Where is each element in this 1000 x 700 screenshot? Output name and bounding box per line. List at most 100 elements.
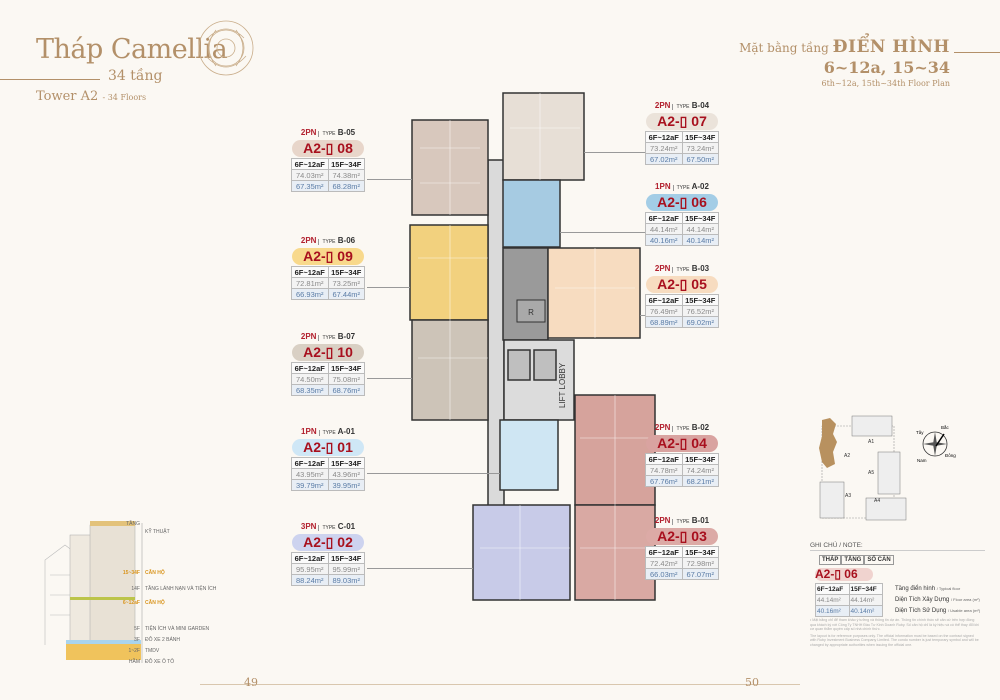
col-header: 6F~12aF (645, 212, 683, 224)
unit-plan-09[interactable] (409, 224, 489, 321)
col-header: 15F~34F (681, 294, 719, 306)
floor-area: 44.14m² (645, 223, 683, 235)
legend-unit-code: A2-▯ 06 (815, 568, 873, 581)
unit-card[interactable]: 3PN TYPE C-01 A2-▯ 02 6F~12aF 15F~34F 95.95m²… (290, 522, 366, 586)
floor-count: 34 tầng (108, 68, 163, 84)
col-header: 6F~12aF (291, 266, 329, 278)
disclaimer-en: The layout is for reference purposes onl… (810, 633, 979, 647)
usable-area: 88.24m² (291, 574, 329, 586)
unit-card[interactable]: 2PN TYPE B-03 A2-▯ 05 6F~12aF 15F~34F 76.49m²… (644, 264, 720, 328)
legend-usable-area: 40.14m² (848, 605, 883, 617)
unit-code: A2-▯ 01 (292, 439, 364, 456)
unit-plan-01[interactable] (499, 419, 559, 491)
usable-area: 39.79m² (291, 479, 329, 491)
unit-header: 2PN TYPE B-07 (290, 332, 366, 343)
unit-area-table: 6F~12aF 15F~34F 74.03m² 74.38m² 67.35m² 68.28… (291, 158, 365, 192)
tower-label: Tower A2 - 34 Floors (36, 89, 146, 105)
building-section-illustration (44, 521, 143, 663)
unit-area-table: 6F~12aF 15F~34F 72.42m² 72.98m² 66.03m² 67.07… (645, 546, 719, 580)
legend-label-typical: Tầng điển hình / Typical floor (895, 585, 960, 593)
unit-plan-02[interactable] (472, 504, 571, 601)
legend-usable-area: 40.16m² (815, 605, 850, 617)
unit-card[interactable]: 2PN TYPE B-05 A2-▯ 08 6F~12aF 15F~34F 74.03m²… (290, 128, 366, 192)
type-label: TYPE (318, 430, 336, 436)
unit-plan-06[interactable] (502, 179, 561, 248)
floor-area: 74.38m² (327, 169, 365, 181)
plan-heading-prefix: Mặt bằng tầng (739, 41, 829, 55)
page-number-left: 49 (244, 676, 258, 689)
floor-area: 74.50m² (291, 373, 329, 385)
unit-area-table: 6F~12aF 15F~34F 73.24m² 73.24m² 67.02m² 67.50… (645, 131, 719, 165)
col-header: 15F~34F (327, 158, 365, 170)
col-header: 15F~34F (327, 362, 365, 374)
section-floor-label: TẦNG (126, 521, 140, 527)
section-floor-label: 15~34F (122, 570, 140, 576)
room-r-label: R (528, 308, 534, 317)
floor-area: 75.08m² (327, 373, 365, 385)
key-tower-a5: A5 (868, 470, 874, 476)
compass-north: Bắc (941, 424, 950, 430)
unit-header: 2PN TYPE B-03 (644, 264, 720, 275)
unit-plan-05[interactable] (547, 247, 641, 339)
unit-type: B-06 (337, 236, 356, 245)
usable-area: 68.76m² (327, 384, 365, 396)
section-use-label: TẦNG LÁNH NẠN VÀ TIỆN ÍCH (145, 586, 217, 592)
bedroom-count: 2PN (654, 264, 671, 273)
unit-card[interactable]: 1PN TYPE A-01 A2-▯ 01 6F~12aF 15F~34F 43.95m²… (290, 427, 366, 491)
type-label: TYPE (672, 104, 690, 110)
unit-card[interactable]: 2PN TYPE B-06 A2-▯ 09 6F~12aF 15F~34F 72.81m²… (290, 236, 366, 300)
unit-type: C-01 (337, 522, 356, 531)
unit-type: B-04 (691, 101, 710, 110)
site-key-plan: A1 A2 A3 A4 A5 Bắc Tây Nam Đông (819, 415, 956, 521)
usable-area: 67.76m² (645, 475, 683, 487)
camellia-logo-icon (198, 20, 254, 76)
usable-area: 40.16m² (645, 234, 683, 246)
unit-type: B-05 (337, 128, 356, 137)
col-header: 15F~34F (681, 453, 719, 465)
unit-card[interactable]: 2PN TYPE B-04 A2-▯ 07 6F~12aF 15F~34F 73.24m²… (644, 101, 720, 165)
usable-area: 68.28m² (327, 180, 365, 192)
unit-type: B-03 (691, 264, 710, 273)
bedroom-count: 1PN (655, 182, 671, 191)
lift-lobby-label: LIFT LOBBY (558, 362, 567, 408)
usable-area: 39.95m² (327, 479, 365, 491)
footer-rule (200, 684, 800, 685)
connector-line (367, 179, 412, 180)
section-floor-label: 3F (134, 637, 140, 643)
section-floor-label: 14F (131, 586, 140, 592)
unit-card[interactable]: 1PN TYPE A-02 A2-▯ 06 6F~12aF 15F~34F 44.14m²… (644, 182, 720, 246)
unit-card[interactable]: 2PN TYPE B-07 A2-▯ 10 6F~12aF 15F~34F 74.50m²… (290, 332, 366, 396)
col-header: 6F~12aF (645, 294, 683, 306)
connector-line (367, 287, 410, 288)
page-number-right: 50 (745, 676, 759, 689)
usable-area: 68.21m² (681, 475, 719, 487)
bedroom-count: 2PN (300, 236, 317, 245)
col-header: 15F~34F (681, 131, 719, 143)
unit-card[interactable]: 2PN TYPE B-01 A2-▯ 03 6F~12aF 15F~34F 72.42m²… (644, 516, 720, 580)
unit-plan-07[interactable] (502, 92, 585, 181)
section-floor-label: 1~2F (128, 648, 140, 654)
unit-area-table: 6F~12aF 15F~34F 95.95m² 95.99m² 88.24m² 89.03… (291, 552, 365, 586)
type-label: TYPE (318, 131, 336, 137)
bedroom-count: 2PN (654, 101, 671, 110)
unit-header: 2PN TYPE B-05 (290, 128, 366, 139)
usable-area: 89.03m² (327, 574, 365, 586)
unit-code: A2-▯ 06 (646, 194, 718, 211)
section-use-label: KỸ THUẬT (145, 529, 170, 535)
tower-name: Tower A2 (36, 89, 99, 104)
type-label: TYPE (672, 267, 690, 273)
bedroom-count: 2PN (654, 423, 671, 432)
floor-area: 72.98m² (681, 557, 719, 569)
legend-col-header: 15F~34F (848, 583, 883, 595)
bedroom-count: 2PN (300, 128, 317, 137)
unit-card[interactable]: 2PN TYPE B-02 A2-▯ 04 6F~12aF 15F~34F 74.78m²… (644, 423, 720, 487)
stair-core (502, 247, 549, 341)
unit-code: A2-▯ 04 (646, 435, 718, 452)
col-header: 6F~12aF (291, 362, 329, 374)
type-label: TYPE (672, 519, 690, 525)
floor-area: 95.95m² (291, 563, 329, 575)
floor-area: 73.24m² (645, 142, 683, 154)
legend-label-vn: Diện Tích Xây Dựng (895, 597, 950, 603)
compass-east: Đông (945, 453, 956, 458)
legend-label-usable-area: Diện Tích Sử Dụng / Usable area (m²) (895, 607, 980, 615)
